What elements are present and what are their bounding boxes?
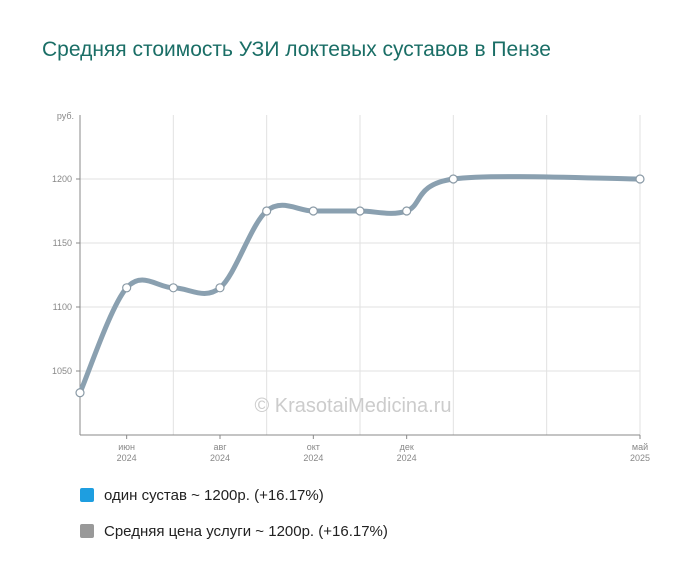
data-point (402, 206, 412, 216)
data-point (215, 283, 225, 293)
y-tick-label: 1150 (53, 238, 72, 248)
legend-swatch (80, 488, 94, 502)
legend-item-one-joint[interactable]: один сустав ~ 1200р. (+16.17%) (80, 484, 388, 506)
x-tick-year: 2024 (210, 453, 230, 463)
data-point (75, 388, 85, 398)
x-tick-month: дек (400, 442, 414, 452)
data-point (355, 206, 365, 216)
data-points (75, 174, 645, 398)
legend-label: один сустав ~ 1200р. (+16.17%) (104, 486, 324, 504)
x-tick-year: 2024 (303, 453, 323, 463)
axes: руб.1050110011501200июн2024авг2024окт202… (52, 111, 650, 463)
y-tick-label: 1050 (52, 366, 72, 376)
x-tick-year: 2025 (630, 453, 650, 463)
grid (80, 115, 641, 435)
y-tick-label: 1200 (52, 174, 72, 184)
x-tick-month: окт (307, 442, 320, 452)
legend-item-average-price[interactable]: Средняя цена услуги ~ 1200р. (+16.17%) (80, 520, 388, 542)
y-axis-unit-label: руб. (57, 111, 74, 121)
data-point (448, 174, 458, 184)
line-chart: руб.1050110011501200июн2024авг2024окт202… (52, 111, 650, 463)
x-tick-year: 2024 (397, 453, 417, 463)
data-point (308, 206, 318, 216)
watermark: © KrasotaiMedicina.ru (254, 395, 451, 417)
legend: один сустав ~ 1200р. (+16.17%) Средняя ц… (80, 484, 388, 556)
x-tick-year: 2024 (117, 453, 137, 463)
y-tick-label: 1100 (53, 302, 72, 312)
x-tick-month: июн (118, 442, 135, 452)
x-tick-month: авг (213, 442, 227, 452)
chart-title: Средняя стоимость УЗИ локтевых суставов … (42, 38, 551, 61)
legend-label: Средняя цена услуги ~ 1200р. (+16.17%) (104, 522, 388, 540)
data-point (168, 283, 178, 293)
data-point (635, 174, 645, 184)
data-point (262, 206, 272, 216)
data-point (122, 283, 132, 293)
x-tick-month: май (632, 442, 648, 452)
legend-swatch (80, 524, 94, 538)
